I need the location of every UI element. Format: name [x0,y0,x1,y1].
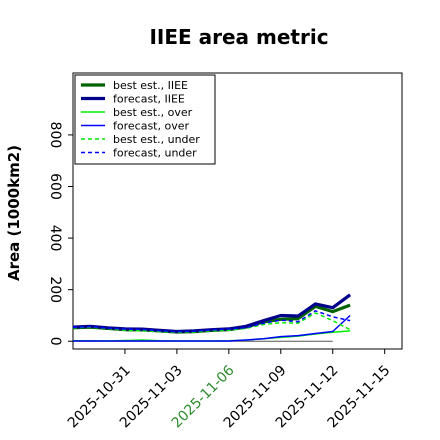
y-tick-label: 0 [47,337,63,346]
y-tick-label: 200 [47,276,63,303]
y-tick-label: 800 [47,122,63,149]
series-layer [72,293,352,342]
legend-label: best est., over [113,106,193,119]
y-tick-label: 600 [47,173,63,200]
chart-title: IIEE area metric [149,25,328,49]
plot-area [72,72,403,350]
y-axis: 0 200 400 600 800 [47,122,73,346]
legend-box [74,74,216,165]
x-axis: 2025-10-312025-11-032025-11-062025-11-09… [65,349,394,431]
series-line [73,314,351,342]
legend-label: best est., IIEE [113,79,188,92]
series-line [72,310,351,333]
y-axis-label: Area (1000km2) [5,145,23,281]
series-line [72,293,352,334]
series-line [72,312,351,333]
legend-label: forecast, over [113,119,189,132]
series-line [73,330,351,342]
legend-label: forecast, IIEE [113,92,185,105]
y-tick-label: 400 [47,225,63,252]
legend-label: forecast, under [113,146,197,159]
legend-label: best est., under [113,133,200,146]
